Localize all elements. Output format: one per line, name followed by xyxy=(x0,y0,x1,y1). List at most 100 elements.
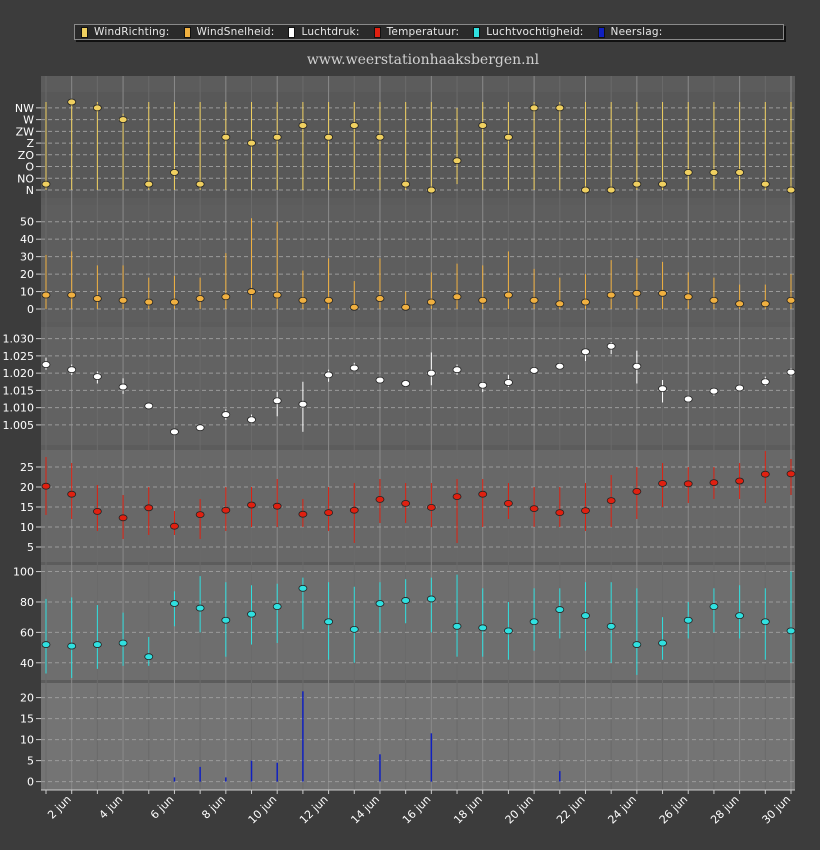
data-point xyxy=(272,397,282,405)
legend-swatch xyxy=(597,26,605,38)
legend-label: Luchtvochtigheid: xyxy=(486,26,584,38)
data-point xyxy=(298,510,308,518)
site-url: www.weerstationhaaksbergen.nl xyxy=(306,52,540,68)
data-point xyxy=(658,289,667,297)
data-point xyxy=(658,639,667,647)
data-point xyxy=(786,368,796,376)
data-point xyxy=(426,298,436,306)
data-point xyxy=(478,122,488,129)
data-point xyxy=(581,298,590,306)
data-point xyxy=(709,168,719,176)
data-point xyxy=(195,295,205,302)
data-point xyxy=(375,376,385,384)
legend-item-luchtvochtigheid: Luchtvochtigheid: xyxy=(473,26,583,38)
data-point xyxy=(298,584,308,592)
data-point xyxy=(581,507,590,515)
y-tick-label: 20 xyxy=(20,692,34,705)
data-point xyxy=(144,298,154,306)
data-point xyxy=(375,133,385,141)
legend-swatch xyxy=(183,26,191,38)
data-point xyxy=(504,291,513,299)
legend-label: WindRichting: xyxy=(94,26,170,38)
data-point xyxy=(144,402,154,410)
data-point xyxy=(478,490,488,498)
data-point xyxy=(298,122,308,129)
data-point xyxy=(67,642,77,650)
y-tick-label: 0 xyxy=(27,776,34,789)
data-point xyxy=(529,505,539,513)
data-point xyxy=(92,373,102,380)
panel-band xyxy=(41,683,795,790)
data-point xyxy=(195,180,205,188)
data-point xyxy=(606,291,616,299)
y-tick-label: 20 xyxy=(20,481,34,494)
data-point xyxy=(272,133,282,141)
data-point xyxy=(375,495,385,503)
y-tick-label: Z xyxy=(26,137,34,150)
data-point xyxy=(41,291,51,299)
data-point xyxy=(170,600,179,607)
legend-swatch xyxy=(81,26,88,38)
y-tick-label: ZW xyxy=(16,125,35,138)
data-point xyxy=(272,502,282,510)
data-point xyxy=(478,296,488,304)
data-point xyxy=(452,366,462,374)
data-point xyxy=(786,186,796,194)
data-point xyxy=(324,133,333,141)
data-point xyxy=(401,380,411,387)
data-point xyxy=(349,122,359,129)
y-tick-label: 50 xyxy=(20,216,34,229)
data-point xyxy=(504,133,513,141)
y-tick-label: ZO xyxy=(18,149,35,162)
data-point xyxy=(760,378,770,386)
panel-band xyxy=(41,565,795,680)
data-point xyxy=(786,470,796,478)
data-point xyxy=(452,157,462,165)
data-point xyxy=(118,639,128,647)
data-point xyxy=(375,295,385,302)
legend-item-windsnelheid: WindSnelheid: xyxy=(183,26,275,38)
panel-band xyxy=(41,450,795,562)
data-point xyxy=(221,506,231,514)
data-point xyxy=(504,499,513,507)
y-tick-label: 30 xyxy=(20,251,34,264)
legend-item-temperatuur: Temperatuur: xyxy=(373,26,460,38)
data-point xyxy=(298,400,308,408)
y-tick-label: N xyxy=(26,184,34,197)
data-point xyxy=(401,499,411,507)
data-point xyxy=(247,416,256,424)
data-point xyxy=(606,186,616,194)
data-point xyxy=(606,342,616,350)
data-point xyxy=(735,384,745,392)
y-tick-label: 60 xyxy=(20,626,34,639)
data-point xyxy=(504,379,513,386)
legend-label: Neerslag: xyxy=(610,26,663,38)
y-tick-label: 100 xyxy=(13,566,34,579)
data-point xyxy=(195,424,205,432)
data-point xyxy=(452,293,462,301)
y-tick-label: 25 xyxy=(20,461,34,474)
y-tick-label: 1.030 xyxy=(3,333,35,346)
data-point xyxy=(247,501,256,509)
y-tick-label: 1.015 xyxy=(3,384,35,397)
data-point xyxy=(118,296,128,304)
y-tick-label: 10 xyxy=(20,734,34,747)
data-point xyxy=(92,641,102,648)
data-point xyxy=(478,624,488,632)
data-point xyxy=(92,295,102,302)
y-tick-label: 5 xyxy=(27,541,34,554)
data-point xyxy=(709,387,719,395)
data-point xyxy=(683,168,693,176)
data-point xyxy=(401,597,411,604)
data-point xyxy=(735,612,745,620)
data-point xyxy=(221,133,231,141)
legend-swatch xyxy=(373,26,381,38)
y-tick-label: 10 xyxy=(20,286,34,299)
data-point xyxy=(221,616,231,624)
data-point xyxy=(452,622,462,630)
data-point xyxy=(606,622,616,630)
data-point xyxy=(632,641,642,648)
legend-item-luchtdruk: Luchtdruk: xyxy=(288,26,359,38)
data-point xyxy=(529,618,539,626)
data-point xyxy=(324,296,333,304)
